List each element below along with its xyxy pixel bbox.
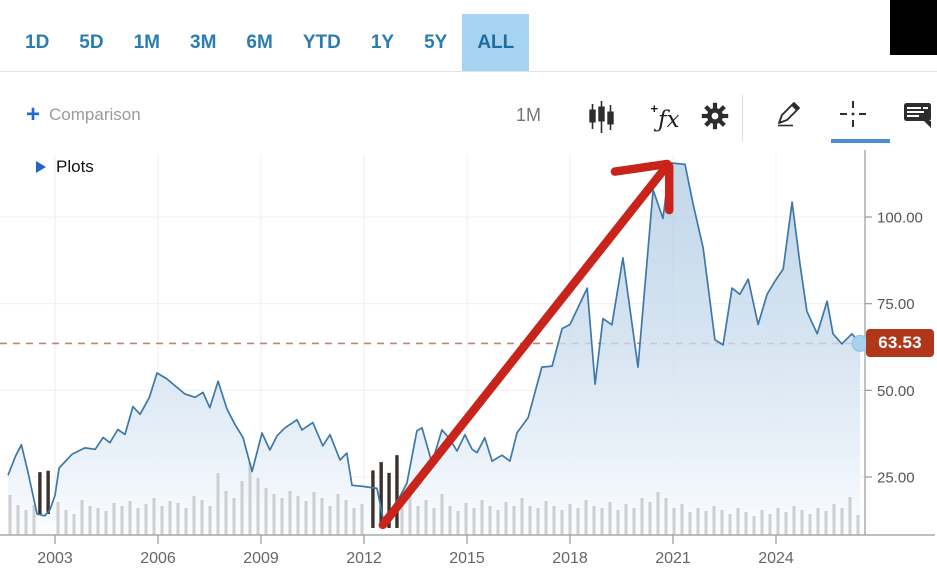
tab-1y[interactable]: 1Y: [356, 14, 409, 72]
indicators-fx-icon: +ƒx: [650, 101, 680, 133]
tab-all[interactable]: ALL: [462, 14, 530, 72]
tab-ytd[interactable]: YTD: [288, 14, 356, 72]
draw-button[interactable]: [772, 97, 806, 134]
crosshair-button[interactable]: [836, 97, 870, 134]
plots-label: Plots: [56, 157, 94, 176]
tab-1d[interactable]: 1D: [10, 14, 64, 72]
candlestick-chart-type-button[interactable]: [588, 100, 616, 137]
tab-3m[interactable]: 3M: [175, 14, 231, 72]
header-divider: [0, 71, 937, 72]
tab-1m[interactable]: 1M: [119, 14, 175, 72]
settings-gear-icon: [701, 102, 729, 130]
active-tool-indicator: [831, 139, 890, 143]
settings-button[interactable]: [700, 101, 730, 134]
svg-text:2015: 2015: [449, 550, 485, 567]
expand-triangle-icon: [36, 161, 46, 173]
svg-text:2012: 2012: [346, 550, 382, 567]
indicators-button[interactable]: +ƒx: [644, 99, 686, 135]
tab-5y[interactable]: 5Y: [409, 14, 462, 72]
add-comparison-button[interactable]: + Comparison: [26, 103, 141, 127]
candlestick-chart-type-icon: [589, 101, 614, 133]
interval-selector[interactable]: 1M: [516, 105, 542, 125]
svg-text:50.00: 50.00: [877, 383, 915, 400]
price-chart-canvas[interactable]: 100.00 75.00 50.00 25.00 2003 2006 2009 2012 201…: [0, 148, 937, 578]
comment-button[interactable]: [902, 100, 934, 133]
svg-text:2024: 2024: [758, 550, 794, 567]
current-price-badge: 63.53: [866, 329, 934, 357]
svg-text:100.00: 100.00: [877, 210, 923, 227]
plus-icon: +: [26, 101, 41, 128]
time-range-tabs: 1D 5D 1M 3M 6M YTD 1Y 5Y ALL: [10, 14, 530, 72]
svg-text:2009: 2009: [243, 550, 279, 567]
draw-pencil-icon: [778, 102, 800, 127]
crosshair-icon: [840, 101, 866, 127]
svg-text:75.00: 75.00: [877, 296, 915, 313]
svg-text:2018: 2018: [552, 550, 588, 567]
toolbar-divider: [742, 95, 743, 141]
plots-toggle[interactable]: Plots: [36, 157, 94, 177]
svg-text:25.00: 25.00: [877, 470, 915, 487]
tab-5d[interactable]: 5D: [64, 14, 118, 72]
blacked-out-region: [890, 0, 937, 55]
comment-annotation-icon: [904, 103, 931, 128]
svg-text:2003: 2003: [37, 550, 73, 567]
svg-text:2006: 2006: [140, 550, 176, 567]
tab-6m[interactable]: 6M: [231, 14, 287, 72]
comparison-label: Comparison: [49, 105, 141, 124]
svg-text:2021: 2021: [655, 550, 691, 567]
